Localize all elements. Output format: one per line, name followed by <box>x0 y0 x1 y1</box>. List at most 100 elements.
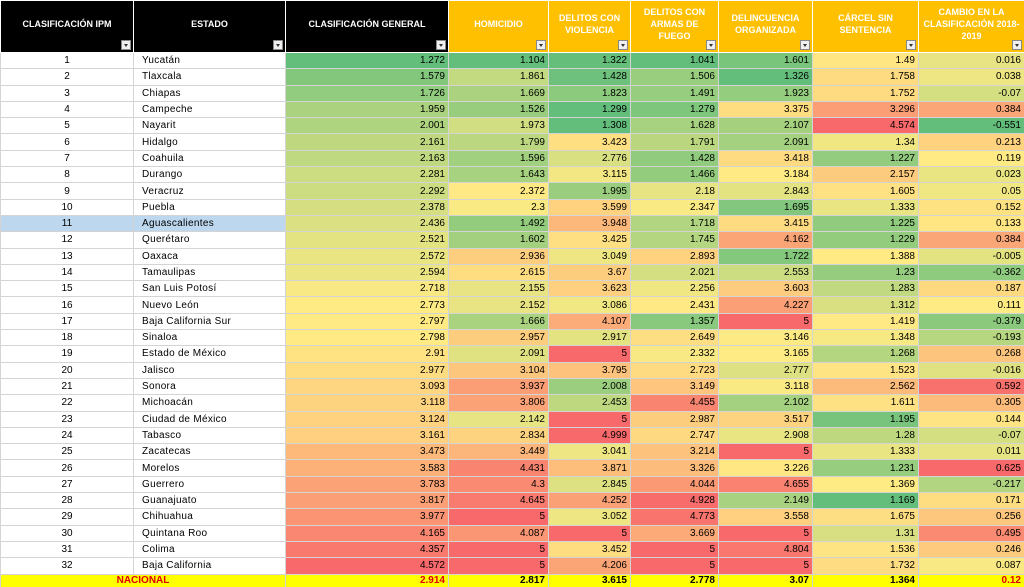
state-cell: Estado de México <box>133 345 286 363</box>
column-header: CAMBIO EN LA CLASIFICACIÓN 2018-2019 <box>918 0 1024 53</box>
state-cell: Querétaro <box>133 231 286 249</box>
value-cell: 0.256 <box>918 508 1024 526</box>
value-cell: 1.28 <box>812 426 919 445</box>
value-cell: 0.038 <box>918 68 1024 86</box>
value-cell: 2.18 <box>630 182 719 200</box>
value-cell: 2.834 <box>448 426 549 445</box>
state-cell: Jalisco <box>133 361 286 379</box>
value-cell: 3.473 <box>285 443 449 461</box>
value-cell: 1.348 <box>812 329 919 347</box>
value-cell: 2.256 <box>630 280 719 298</box>
filter-button[interactable] <box>800 40 810 50</box>
value-cell: 1.752 <box>812 84 919 102</box>
value-cell: 3.558 <box>718 508 813 526</box>
table-row: 7 Coahuila 2.163 1.596 2.776 1.428 3.418 1.227 0… <box>0 149 1024 168</box>
value-cell: 1.995 <box>548 182 631 200</box>
value-cell: 4.227 <box>718 296 813 314</box>
value-cell: 1.225 <box>812 214 919 233</box>
state-cell: Tabasco <box>133 426 286 445</box>
value-cell: 1.466 <box>630 166 719 184</box>
value-cell: 0.495 <box>918 524 1024 542</box>
value-cell: 5 <box>448 540 549 559</box>
value-cell: 1.268 <box>812 345 919 363</box>
value-cell: 2.798 <box>285 329 449 347</box>
state-cell: Puebla <box>133 198 286 216</box>
footer-value: 0.12 <box>918 573 1024 587</box>
footer-value: 3.615 <box>548 573 631 587</box>
state-cell: Sonora <box>133 377 286 396</box>
filter-button[interactable] <box>121 40 131 50</box>
filter-button[interactable] <box>618 40 628 50</box>
rank-cell: 32 <box>0 557 134 575</box>
value-cell: 3.449 <box>448 443 549 461</box>
table-row: 32 Baja California 4.572 5 4.206 5 5 1.732 0.087 <box>0 557 1024 575</box>
value-cell: 2.292 <box>285 182 449 200</box>
value-cell: 2.562 <box>812 377 919 396</box>
state-cell: Nayarit <box>133 117 286 135</box>
value-cell: 3.104 <box>448 361 549 379</box>
table-row: 28 Guanajuato 3.817 4.645 4.252 4.928 2.149 1.1… <box>0 492 1024 510</box>
value-cell: 2.332 <box>630 345 719 363</box>
rank-cell: 17 <box>0 312 134 331</box>
rank-cell: 4 <box>0 100 134 119</box>
value-cell: 1.823 <box>548 84 631 102</box>
value-cell: 0.152 <box>918 198 1024 216</box>
value-cell: 5 <box>718 443 813 461</box>
value-cell: 5 <box>718 312 813 331</box>
value-cell: 5 <box>718 524 813 542</box>
filter-button[interactable] <box>273 40 283 50</box>
filter-button[interactable] <box>436 40 446 50</box>
rank-cell: 31 <box>0 540 134 559</box>
value-cell: 5 <box>548 345 631 363</box>
filter-button[interactable] <box>706 40 716 50</box>
value-cell: 4.165 <box>285 524 449 542</box>
value-cell: 3.452 <box>548 540 631 559</box>
filter-button[interactable] <box>536 40 546 50</box>
value-cell: -0.005 <box>918 247 1024 265</box>
value-cell: 1.675 <box>812 508 919 526</box>
table-row: 10 Puebla 2.378 2.3 3.599 2.347 1.695 1.333 0.15… <box>0 198 1024 216</box>
value-cell: 2.615 <box>448 263 549 282</box>
state-cell: Quintana Roo <box>133 524 286 542</box>
value-cell: 1.758 <box>812 68 919 86</box>
value-cell: 1.722 <box>718 247 813 265</box>
value-cell: 1.492 <box>448 214 549 233</box>
state-cell: Guerrero <box>133 475 286 494</box>
value-cell: 1.973 <box>448 117 549 135</box>
table-row: 16 Nuevo León 2.773 2.152 3.086 2.431 4.227 1.3… <box>0 296 1024 314</box>
table-row: 2 Tlaxcala 1.579 1.861 1.428 1.506 1.326 1.758 0… <box>0 68 1024 86</box>
filter-button[interactable] <box>906 40 916 50</box>
value-cell: 3.599 <box>548 198 631 216</box>
value-cell: 2.843 <box>718 182 813 200</box>
footer-value: 2.817 <box>448 573 549 587</box>
state-cell: Morelos <box>133 459 286 477</box>
value-cell: 3.937 <box>448 377 549 396</box>
rank-cell: 22 <box>0 394 134 412</box>
value-cell: 4.206 <box>548 557 631 575</box>
value-cell: 2.021 <box>630 263 719 282</box>
value-cell: 1.299 <box>548 100 631 119</box>
value-cell: 3.146 <box>718 329 813 347</box>
value-cell: 2.845 <box>548 475 631 494</box>
state-cell: Oaxaca <box>133 247 286 265</box>
table-row: 5 Nayarit 2.001 1.973 1.308 1.628 2.107 4.574 -0… <box>0 117 1024 135</box>
value-cell: 2.777 <box>718 361 813 379</box>
value-cell: 1.272 <box>285 51 449 70</box>
footer-value: 3.07 <box>718 573 813 587</box>
value-cell: 3.093 <box>285 377 449 396</box>
value-cell: 4.162 <box>718 231 813 249</box>
value-cell: 3.603 <box>718 280 813 298</box>
value-cell: 0.213 <box>918 133 1024 151</box>
value-cell: 2.091 <box>718 133 813 151</box>
value-cell: 3.783 <box>285 475 449 494</box>
filter-button[interactable] <box>1012 40 1022 50</box>
state-cell: Zacatecas <box>133 443 286 461</box>
rank-cell: 11 <box>0 214 134 233</box>
value-cell: 0.625 <box>918 459 1024 477</box>
state-cell: Aguascalientes <box>133 214 286 233</box>
value-cell: 2.436 <box>285 214 449 233</box>
value-cell: 3.871 <box>548 459 631 477</box>
value-cell: 0.384 <box>918 231 1024 249</box>
value-cell: 3.948 <box>548 214 631 233</box>
state-cell: Colima <box>133 540 286 559</box>
